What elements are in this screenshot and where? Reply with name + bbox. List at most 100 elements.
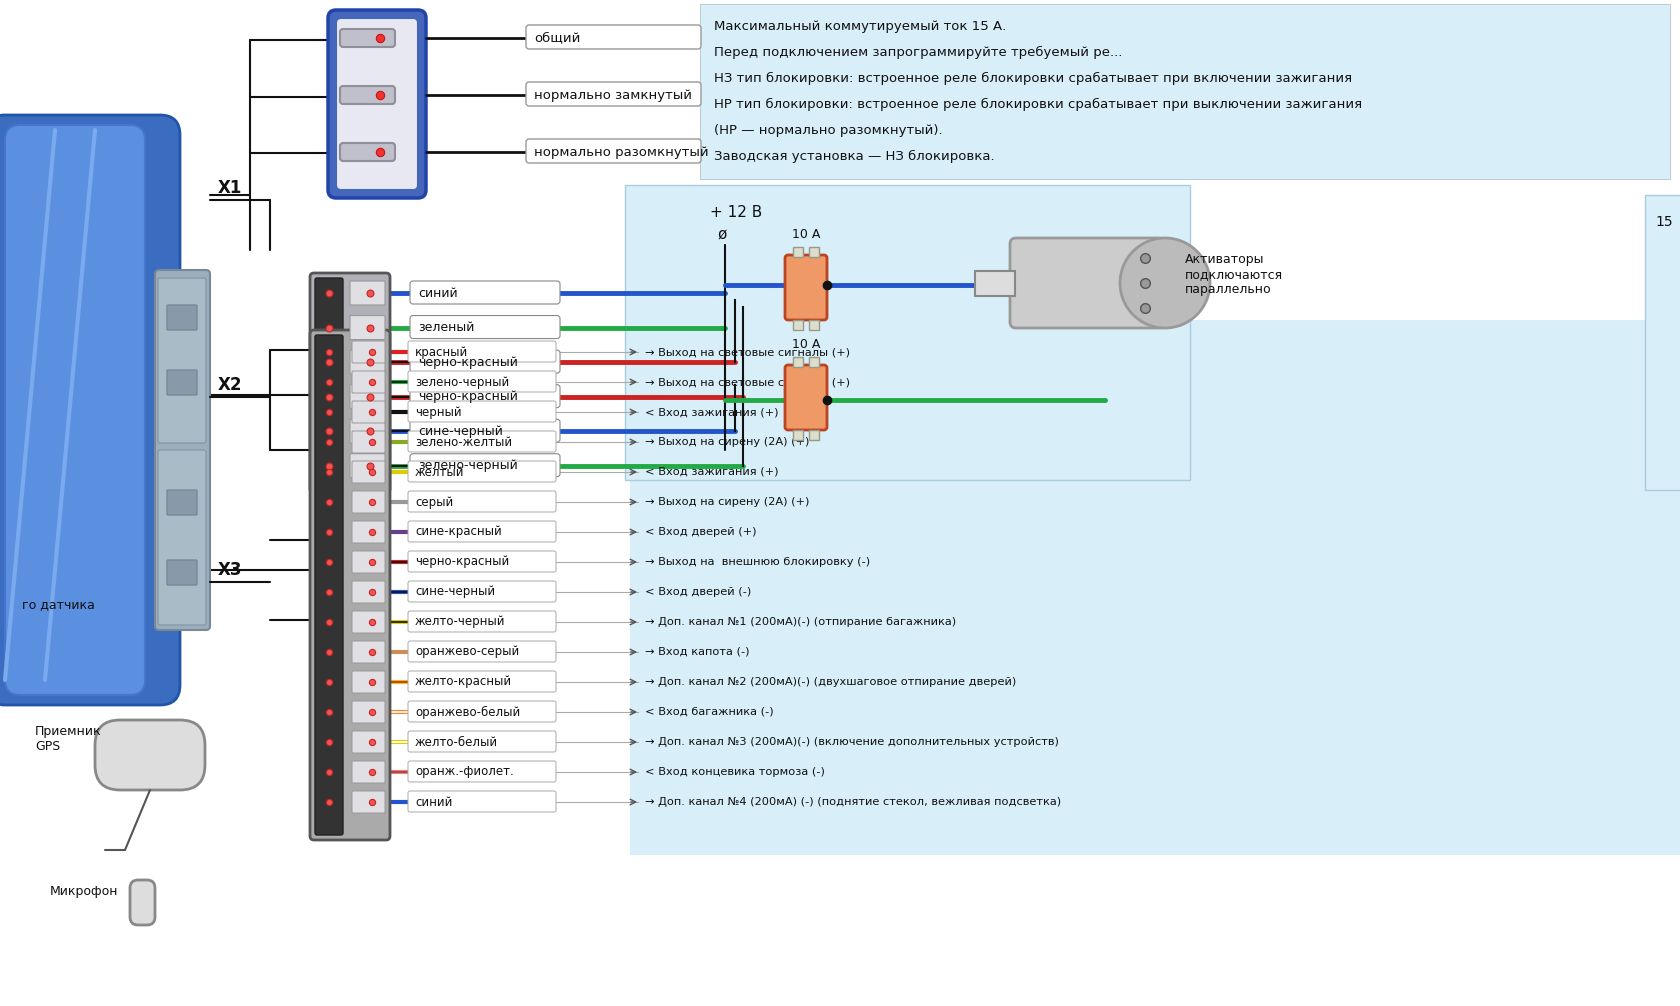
FancyBboxPatch shape: [349, 420, 385, 444]
FancyBboxPatch shape: [309, 273, 390, 493]
FancyBboxPatch shape: [351, 791, 385, 813]
Bar: [793, 430, 803, 440]
Text: сине-красный: сине-красный: [415, 525, 501, 538]
Text: → Вход капота (-): → Вход капота (-): [645, 647, 749, 657]
FancyBboxPatch shape: [5, 125, 144, 695]
FancyBboxPatch shape: [349, 454, 385, 478]
Text: (НР — нормально разомкнутый).: (НР — нормально разомкнутый).: [714, 124, 942, 137]
FancyBboxPatch shape: [408, 701, 556, 722]
FancyBboxPatch shape: [309, 330, 390, 840]
Bar: [808, 357, 818, 367]
FancyBboxPatch shape: [410, 350, 559, 373]
Text: оранжево-белый: оранжево-белый: [415, 705, 519, 718]
Text: общий: общий: [534, 31, 580, 44]
Text: желто-белый: желто-белый: [415, 735, 497, 748]
FancyBboxPatch shape: [1010, 238, 1164, 328]
Text: → Доп. канал №4 (200мА) (-) (поднятие стекол, вежливая подсветка): → Доп. канал №4 (200мА) (-) (поднятие ст…: [645, 797, 1060, 807]
Text: → Выход на  внешнюю блокировку (-): → Выход на внешнюю блокировку (-): [645, 557, 870, 567]
FancyBboxPatch shape: [336, 18, 418, 190]
FancyBboxPatch shape: [410, 316, 559, 339]
Text: синий: синий: [415, 796, 452, 809]
FancyBboxPatch shape: [408, 401, 556, 422]
FancyBboxPatch shape: [351, 461, 385, 483]
FancyBboxPatch shape: [339, 29, 395, 47]
Text: 10 А: 10 А: [791, 228, 820, 241]
FancyBboxPatch shape: [410, 384, 559, 407]
Bar: [808, 320, 818, 330]
FancyBboxPatch shape: [129, 880, 155, 925]
Bar: [793, 320, 803, 330]
Text: Приемник
GPS: Приемник GPS: [35, 725, 101, 753]
FancyBboxPatch shape: [408, 761, 556, 782]
FancyBboxPatch shape: [166, 490, 197, 515]
Text: 15: 15: [1655, 215, 1672, 229]
FancyBboxPatch shape: [351, 671, 385, 693]
Text: синий: синий: [418, 287, 457, 300]
FancyBboxPatch shape: [785, 255, 827, 320]
FancyBboxPatch shape: [410, 454, 559, 477]
FancyBboxPatch shape: [158, 450, 207, 625]
Text: желто-черный: желто-черный: [415, 616, 506, 629]
Text: зеленый: зеленый: [418, 321, 474, 334]
FancyBboxPatch shape: [158, 278, 207, 443]
Text: ø: ø: [717, 227, 726, 242]
FancyBboxPatch shape: [351, 761, 385, 783]
FancyBboxPatch shape: [96, 720, 205, 790]
Text: желто-красный: желто-красный: [415, 675, 512, 688]
FancyBboxPatch shape: [349, 316, 385, 340]
Text: → Выход на световые сигналы (+): → Выход на световые сигналы (+): [645, 347, 850, 357]
Text: зелено-желтый: зелено-желтый: [415, 436, 512, 449]
Text: < Вход багажника (-): < Вход багажника (-): [645, 707, 773, 717]
FancyBboxPatch shape: [408, 461, 556, 482]
Text: зелено-черный: зелено-черный: [415, 375, 509, 388]
Text: нормально разомкнутый: нормально разомкнутый: [534, 146, 709, 159]
FancyBboxPatch shape: [408, 521, 556, 542]
FancyBboxPatch shape: [351, 371, 385, 393]
FancyBboxPatch shape: [166, 305, 197, 330]
FancyBboxPatch shape: [166, 370, 197, 395]
Text: сине-черный: сине-черный: [418, 425, 502, 438]
FancyBboxPatch shape: [408, 791, 556, 812]
Text: → Выход на сирену (2А) (+): → Выход на сирену (2А) (+): [645, 437, 808, 447]
Text: → Выход на сирену (2А) (+): → Выход на сирену (2А) (+): [645, 497, 808, 507]
Text: → Доп. канал №2 (200мА)(-) (двухшаговое отпирание дверей): → Доп. канал №2 (200мА)(-) (двухшаговое …: [645, 677, 1016, 687]
Text: черно-красный: черно-красный: [418, 355, 517, 368]
Text: Микрофон: Микрофон: [50, 885, 118, 898]
FancyBboxPatch shape: [408, 641, 556, 662]
Text: НР тип блокировки: встроенное реле блокировки срабатывает при выключении зажиган: НР тип блокировки: встроенное реле блоки…: [714, 98, 1361, 111]
FancyBboxPatch shape: [408, 611, 556, 632]
FancyBboxPatch shape: [351, 611, 385, 633]
Text: → Доп. канал №1 (200мА)(-) (отпирание багажника): → Доп. канал №1 (200мА)(-) (отпирание ба…: [645, 617, 956, 627]
Text: X1: X1: [218, 179, 242, 197]
Text: → Выход на световые сигналы (+): → Выход на световые сигналы (+): [645, 377, 850, 387]
Bar: [625, 185, 1189, 480]
Text: черный: черный: [415, 405, 462, 418]
FancyBboxPatch shape: [314, 335, 343, 835]
Text: оранж.-фиолет.: оранж.-фиолет.: [415, 766, 514, 779]
Text: черно-красный: черно-красный: [415, 555, 509, 568]
Bar: [808, 430, 818, 440]
FancyBboxPatch shape: [155, 270, 210, 630]
FancyBboxPatch shape: [785, 365, 827, 430]
FancyBboxPatch shape: [526, 25, 701, 49]
FancyBboxPatch shape: [526, 139, 701, 163]
FancyBboxPatch shape: [351, 341, 385, 363]
Text: < Вход зажигания (+): < Вход зажигания (+): [645, 467, 778, 477]
FancyBboxPatch shape: [349, 281, 385, 305]
Bar: [1645, 195, 1680, 490]
FancyBboxPatch shape: [0, 115, 180, 705]
FancyBboxPatch shape: [408, 341, 556, 362]
FancyBboxPatch shape: [351, 731, 385, 753]
FancyBboxPatch shape: [351, 491, 385, 513]
Text: < Вход дверей (+): < Вход дверей (+): [645, 527, 756, 537]
Bar: [808, 247, 818, 257]
Bar: [793, 357, 803, 367]
FancyBboxPatch shape: [408, 551, 556, 572]
Bar: [630, 320, 1678, 855]
Text: красный: красный: [415, 345, 469, 358]
Text: Активаторы
подключаются
параллельно: Активаторы подключаются параллельно: [1184, 253, 1282, 296]
FancyBboxPatch shape: [349, 350, 385, 374]
Text: зелено-черный: зелено-черный: [418, 459, 517, 472]
Text: → Доп. канал №3 (200мА)(-) (включение дополнительных устройств): → Доп. канал №3 (200мА)(-) (включение до…: [645, 737, 1058, 747]
FancyBboxPatch shape: [526, 82, 701, 106]
